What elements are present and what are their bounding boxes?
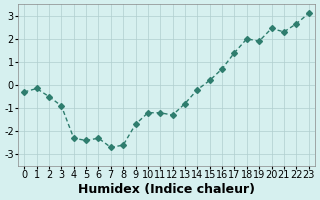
X-axis label: Humidex (Indice chaleur): Humidex (Indice chaleur): [78, 183, 255, 196]
